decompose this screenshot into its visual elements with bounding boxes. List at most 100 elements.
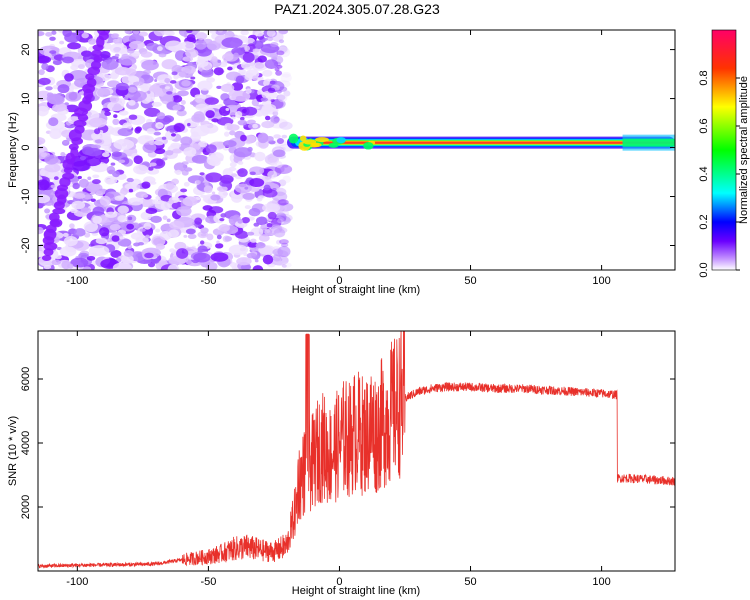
noise-blob (227, 66, 233, 71)
noise-blob (279, 121, 293, 130)
noise-blob (111, 151, 122, 157)
noise-blob (127, 76, 140, 83)
noise-blob (114, 195, 124, 201)
noise-blob (49, 50, 57, 54)
noise-blob (103, 43, 112, 50)
carrier-blob (336, 136, 346, 144)
noise-blob (117, 128, 133, 137)
noise-blob (77, 175, 82, 180)
noise-blob (140, 193, 149, 198)
noise-blob (235, 230, 249, 239)
noise-blob (260, 224, 268, 231)
noise-blob (69, 223, 75, 229)
noise-blob (162, 115, 175, 123)
noise-blob (273, 228, 286, 238)
noise-blob (88, 117, 108, 128)
noise-blob (210, 152, 224, 162)
noise-blob (170, 142, 182, 149)
noise-streak (52, 208, 66, 215)
noise-blob (60, 151, 66, 157)
noise-blob (277, 199, 289, 206)
noise-blob (217, 30, 224, 33)
noise-blob (276, 94, 286, 101)
noise-blob (257, 132, 269, 144)
noise-blob (226, 124, 240, 131)
noise-blob (241, 216, 250, 224)
noise-blob (63, 140, 69, 144)
noise-blob (242, 52, 255, 63)
noise-blob (178, 71, 187, 78)
noise-blob (173, 73, 180, 80)
noise-blob (244, 45, 250, 52)
spectrogram-y-tick-label: -20 (20, 238, 32, 254)
noise-blob (187, 122, 191, 127)
noise-blob (91, 232, 99, 236)
noise-blob (155, 122, 164, 129)
noise-blob (62, 56, 74, 64)
noise-blob (159, 84, 167, 89)
snr-y-label: SNR (10 * v/v) (7, 416, 19, 486)
noise-blob (258, 234, 270, 242)
noise-blob (173, 123, 185, 133)
noise-blob (91, 134, 101, 140)
noise-streak (62, 172, 75, 180)
noise-blob (230, 116, 236, 120)
noise-blob (112, 262, 132, 270)
noise-blob (38, 55, 52, 64)
noise-blob (124, 30, 131, 35)
noise-blob (107, 101, 125, 112)
noise-blob (254, 63, 265, 69)
noise-blob (109, 95, 120, 103)
noise-blob (92, 174, 100, 179)
noise-blob (118, 139, 124, 145)
noise-blob (44, 208, 51, 214)
noise-blob (241, 60, 255, 70)
colorbar-gradient (711, 29, 737, 271)
noise-blob (166, 91, 173, 95)
noise-blob (185, 48, 199, 58)
noise-blob (51, 30, 57, 35)
noise-blob (199, 172, 205, 176)
noise-blob (155, 158, 164, 167)
noise-blob (150, 215, 162, 223)
noise-blob (240, 264, 252, 270)
noise-blob (110, 162, 116, 166)
noise-blob (160, 96, 168, 103)
noise-blob (128, 86, 137, 93)
noise-blob (266, 223, 273, 228)
noise-blob (277, 218, 284, 224)
spectrogram-x-label: Height of straight line (km) (292, 284, 420, 296)
noise-blob (194, 94, 203, 99)
noise-blob (269, 53, 278, 58)
noise-blob (113, 139, 135, 150)
noise-blob (102, 152, 110, 158)
noise-blob (65, 91, 82, 102)
noise-blob (94, 139, 103, 144)
noise-blob (216, 234, 222, 240)
noise-blob (199, 240, 205, 245)
noise-blob (216, 85, 222, 89)
carrier-blob (363, 141, 374, 150)
noise-blob (151, 101, 162, 107)
noise-blob (193, 252, 211, 263)
noise-blob (164, 78, 171, 84)
noise-blob (162, 157, 168, 161)
noise-blob (169, 80, 177, 84)
noise-blob (261, 103, 277, 112)
noise-blob (45, 32, 53, 37)
snr-x-tick-label: -100 (66, 576, 88, 588)
noise-blob (78, 252, 89, 259)
colorbar-tick-label: 0.4 (698, 166, 710, 181)
noise-blob (205, 172, 223, 183)
noise-blob (281, 264, 287, 268)
noise-blob (100, 50, 111, 59)
noise-blob (252, 265, 264, 270)
snr-x-tick-label: 0 (336, 576, 342, 588)
noise-blob (53, 176, 59, 181)
noise-blob (263, 184, 271, 191)
noise-blob (154, 78, 158, 83)
noise-blob (270, 115, 280, 124)
carrier-blob (299, 135, 307, 142)
noise-blob (231, 82, 244, 91)
